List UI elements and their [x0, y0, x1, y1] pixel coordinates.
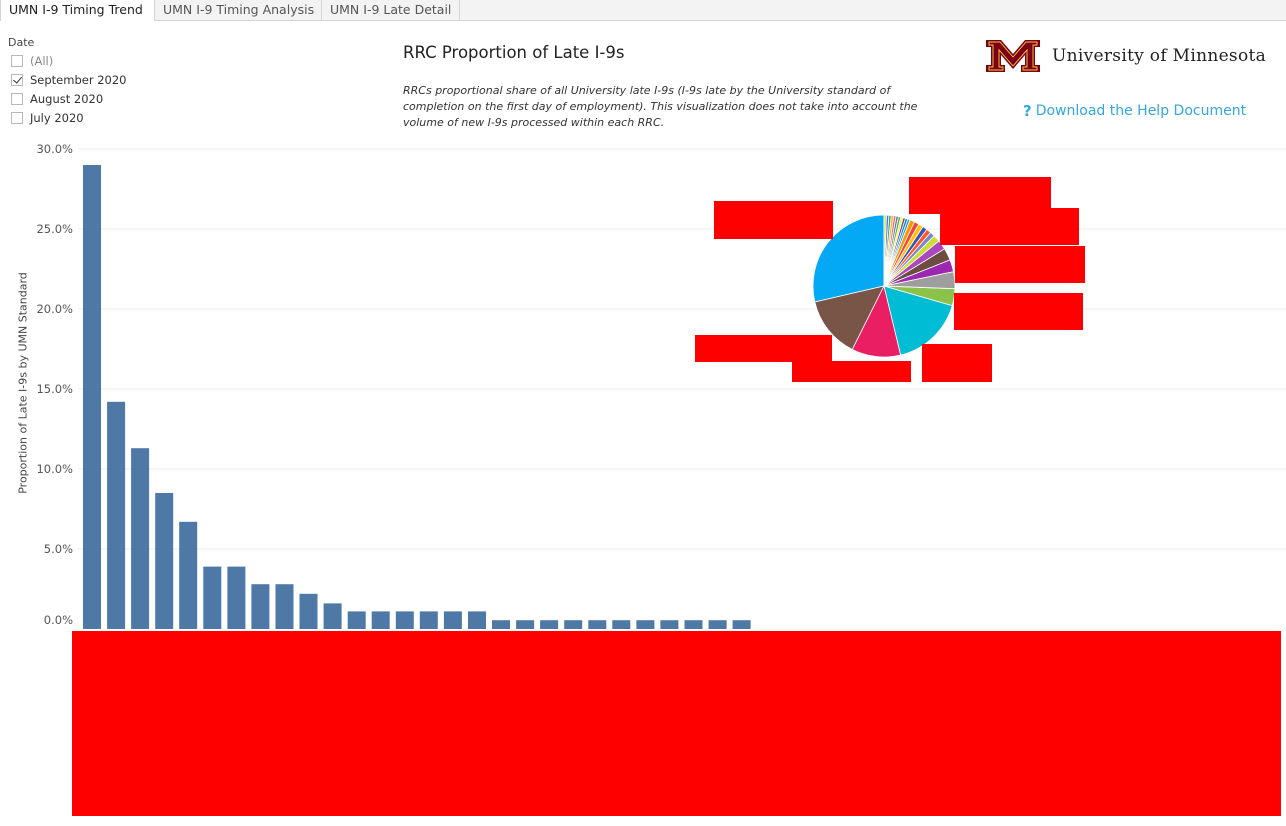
logo-wordmark: University of Minnesota [1052, 46, 1267, 66]
question-mark-icon: ? [1023, 102, 1032, 120]
option-label: August 2020 [30, 92, 104, 106]
y-tick-label: 5.0% [44, 542, 73, 556]
checkbox[interactable] [11, 55, 23, 67]
tab-umn-i9-timing-trend[interactable]: UMN I-9 Timing Trend [0, 0, 155, 21]
bar[interactable] [612, 620, 631, 629]
pie-slice[interactable] [883, 214, 887, 287]
bar[interactable] [443, 611, 462, 629]
bar[interactable] [227, 566, 246, 629]
redacted-pie-label [695, 335, 832, 362]
option-label: September 2020 [30, 73, 127, 87]
bar[interactable] [203, 566, 222, 629]
bar[interactable] [155, 493, 174, 629]
bar[interactable] [564, 620, 583, 629]
bar[interactable] [419, 611, 438, 629]
date-filter-option-all[interactable]: (All) [11, 53, 53, 69]
bar[interactable] [83, 165, 101, 629]
bar[interactable] [251, 584, 270, 629]
tab-strip: UMN I-9 Timing Trend UMN I-9 Timing Anal… [0, 0, 1286, 21]
checkbox[interactable] [11, 93, 23, 105]
y-axis-ticks: 0.0% 5.0% 10.0% 15.0% 20.0% 25.0% 30.0% [36, 142, 73, 627]
bar[interactable] [708, 620, 727, 629]
y-tick-label: 10.0% [36, 462, 73, 476]
bar[interactable] [588, 620, 607, 629]
redacted-pie-label [792, 361, 911, 382]
page-title: RRC Proportion of Late I-9s [403, 43, 625, 62]
option-label: July 2020 [30, 111, 84, 125]
redacted-pie-label [909, 177, 1051, 214]
bars [83, 165, 751, 629]
block-m-logo-icon [986, 40, 1040, 72]
bar[interactable] [468, 611, 486, 629]
bar[interactable] [660, 620, 679, 629]
bar[interactable] [540, 620, 559, 629]
redacted-x-axis-labels [72, 631, 1281, 816]
help-link-label: Download the Help Document [1035, 103, 1247, 119]
redacted-pie-label [954, 293, 1083, 330]
gridlines [78, 148, 1286, 550]
bar[interactable] [347, 611, 366, 629]
date-filter-option-september-2020[interactable]: September 2020 [11, 72, 127, 88]
pie-slice[interactable] [812, 214, 885, 303]
date-filter-option-july-2020[interactable]: July 2020 [11, 110, 84, 126]
redacted-pie-label [922, 344, 992, 382]
pie-slice[interactable] [883, 285, 953, 356]
tab-umn-i9-late-detail[interactable]: UMN I-9 Late Detail [322, 0, 460, 20]
bar[interactable] [323, 603, 342, 629]
bar[interactable] [492, 620, 510, 629]
bar[interactable] [684, 620, 703, 629]
y-tick-label: 0.0% [44, 613, 73, 627]
tab-umn-i9-timing-analysis[interactable]: UMN I-9 Timing Analysis [155, 0, 322, 20]
redacted-pie-label [955, 246, 1085, 283]
y-tick-label: 25.0% [36, 222, 73, 236]
redacted-pie-label [714, 201, 833, 239]
bar[interactable] [275, 584, 294, 629]
bar[interactable] [371, 611, 390, 629]
university-logo: University of Minnesota [986, 40, 1266, 72]
date-filter-option-august-2020[interactable]: August 2020 [11, 91, 103, 107]
option-label: (All) [30, 54, 54, 68]
bar[interactable] [107, 401, 126, 629]
date-filter-title: Date [8, 36, 35, 49]
redacted-pie-label [940, 208, 1079, 245]
bar[interactable] [395, 611, 414, 629]
bar[interactable] [131, 448, 150, 629]
y-tick-label: 20.0% [36, 302, 73, 316]
bar[interactable] [516, 620, 535, 629]
y-tick-label: 30.0% [36, 142, 73, 156]
checkbox[interactable] [11, 112, 23, 124]
page-description: RRCs proportional share of all Universit… [403, 84, 918, 129]
pie-slice[interactable] [814, 285, 885, 351]
bar[interactable] [732, 620, 751, 629]
pie-chart [812, 214, 956, 358]
bar[interactable] [636, 620, 655, 629]
checkbox-checked[interactable] [11, 74, 23, 86]
bar[interactable] [179, 521, 198, 629]
y-tick-label: 15.0% [36, 382, 73, 396]
bar[interactable] [299, 593, 318, 629]
download-help-link[interactable]: ? Download the Help Document [1023, 102, 1246, 120]
